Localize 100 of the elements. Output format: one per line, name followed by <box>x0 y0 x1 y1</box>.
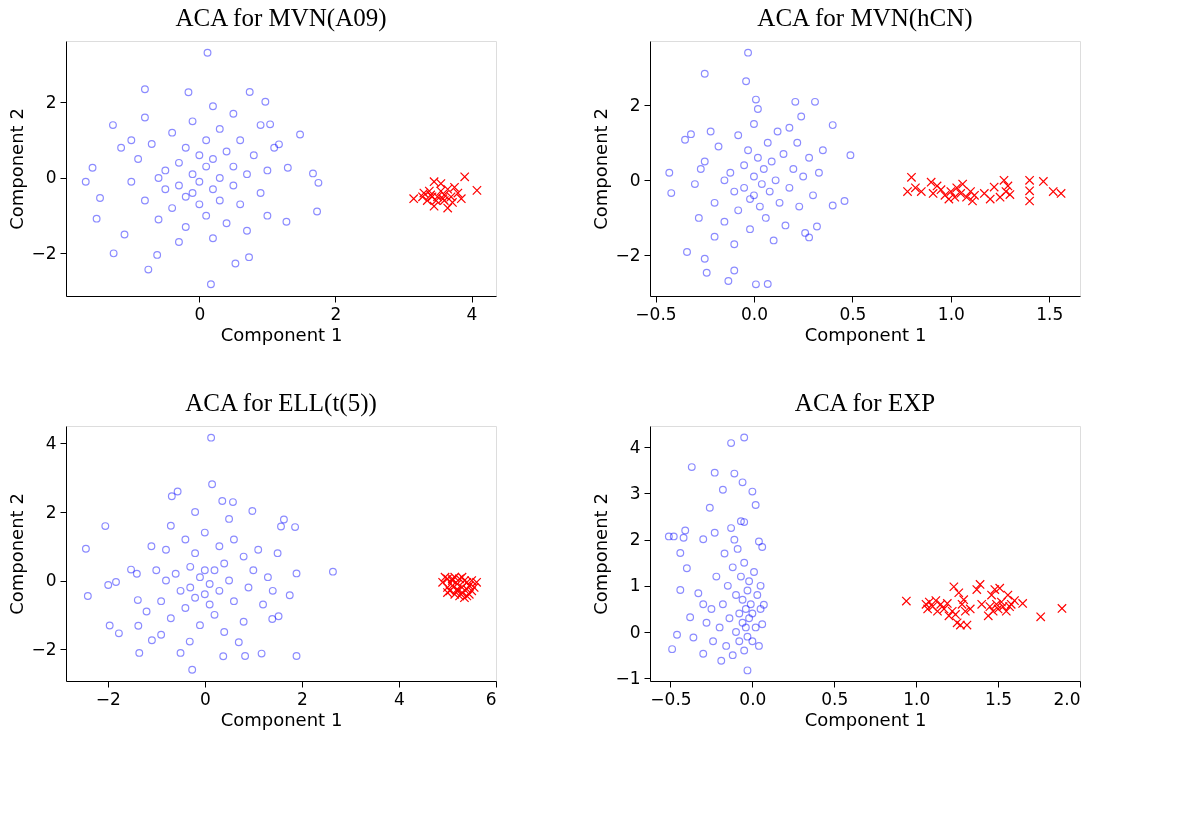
point <box>459 172 470 182</box>
y-tick-label: 1 <box>629 575 641 596</box>
point <box>437 577 448 588</box>
point <box>939 604 949 614</box>
x-tick-label: 1.0 <box>937 303 965 324</box>
point <box>996 597 1007 607</box>
point <box>988 606 998 617</box>
y-tick-label: −1 <box>615 667 641 688</box>
y-tick-label: −2 <box>31 242 57 263</box>
x-tick-label: 0.0 <box>740 303 768 324</box>
point <box>1035 612 1046 622</box>
point <box>942 598 953 609</box>
y-tick-label: 0 <box>45 570 57 591</box>
x-tick-label: 2.0 <box>1053 688 1081 709</box>
point <box>417 192 428 202</box>
point <box>969 190 980 201</box>
point <box>989 182 999 192</box>
point <box>902 186 913 197</box>
y-tick-label: 3 <box>629 482 641 503</box>
point <box>906 172 917 183</box>
point <box>432 192 443 202</box>
point <box>910 183 921 193</box>
point <box>408 193 419 204</box>
y-axis-title: Component 2 <box>590 493 612 615</box>
point <box>442 203 453 213</box>
x-tick-label: 0.0 <box>739 688 767 709</box>
x-axis-title: Component 1 <box>804 708 927 730</box>
point <box>985 194 995 204</box>
chart-title: ACA for EXP <box>794 389 936 416</box>
x-tick-label: 0.5 <box>821 688 849 709</box>
chart-title: ACA for MVN(hCN) <box>757 4 973 32</box>
chart-title: ACA for ELL(t(5)) <box>185 389 377 417</box>
y-tick-label: −2 <box>615 244 641 265</box>
point <box>453 188 463 198</box>
y-tick-label: 2 <box>45 501 57 522</box>
point <box>1056 188 1066 199</box>
y-tick-label: 0 <box>45 167 57 188</box>
point <box>921 599 931 610</box>
point <box>998 601 1008 612</box>
point <box>1048 186 1059 197</box>
point <box>990 584 1000 595</box>
point <box>456 193 467 204</box>
point <box>991 599 1002 610</box>
point <box>932 181 942 191</box>
point <box>962 620 972 630</box>
point <box>999 175 1009 186</box>
x-axis-title: Component 1 <box>220 708 343 730</box>
point <box>431 195 441 206</box>
point <box>1001 186 1011 197</box>
point <box>960 606 971 617</box>
y-tick-label: 2 <box>45 91 57 112</box>
point <box>1001 606 1012 617</box>
point <box>986 590 997 600</box>
point <box>419 188 429 198</box>
point <box>1038 176 1049 187</box>
x-axis-title: Component 1 <box>220 323 343 345</box>
x-axis-title: Component 1 <box>804 323 927 345</box>
point <box>995 192 1005 203</box>
point <box>901 596 912 606</box>
x-tick-label: 1.5 <box>985 688 1013 709</box>
point <box>429 176 439 187</box>
x-tick-label: 2 <box>296 688 308 709</box>
point <box>993 604 1003 614</box>
point <box>916 186 927 197</box>
x-tick-label: 4 <box>466 303 478 324</box>
x-tick-label: −0.5 <box>635 303 677 324</box>
x-tick-label: 1.0 <box>903 688 931 709</box>
point <box>442 184 453 195</box>
point <box>979 188 990 199</box>
x-tick-label: 0 <box>194 303 206 324</box>
chart-title: ACA for MVN(A09) <box>175 4 387 32</box>
y-tick-label: 2 <box>629 529 641 550</box>
point <box>1003 590 1013 600</box>
x-tick-label: 1.5 <box>1036 303 1064 324</box>
point <box>965 604 976 614</box>
point <box>954 587 964 598</box>
point <box>927 601 938 612</box>
y-tick-label: 4 <box>629 436 641 457</box>
point <box>1009 595 1020 606</box>
y-axis-title: Component 2 <box>590 108 612 230</box>
point <box>471 577 482 588</box>
x-tick-label: 6 <box>485 688 497 709</box>
point <box>944 611 954 621</box>
point <box>1017 598 1028 609</box>
point <box>994 583 1005 593</box>
point <box>935 599 946 610</box>
point <box>976 599 987 610</box>
x-tick-label: −2 <box>95 688 121 709</box>
point <box>958 594 969 605</box>
point <box>926 177 936 187</box>
point <box>472 185 482 196</box>
point <box>449 182 460 193</box>
point <box>949 581 959 592</box>
point <box>975 579 985 590</box>
y-axis-title: Component 2 <box>6 108 28 230</box>
point <box>928 188 938 199</box>
x-tick-label: 0 <box>199 688 211 709</box>
point <box>940 190 950 201</box>
x-tick-label: 2 <box>330 303 342 324</box>
y-tick-label: −2 <box>31 638 57 659</box>
